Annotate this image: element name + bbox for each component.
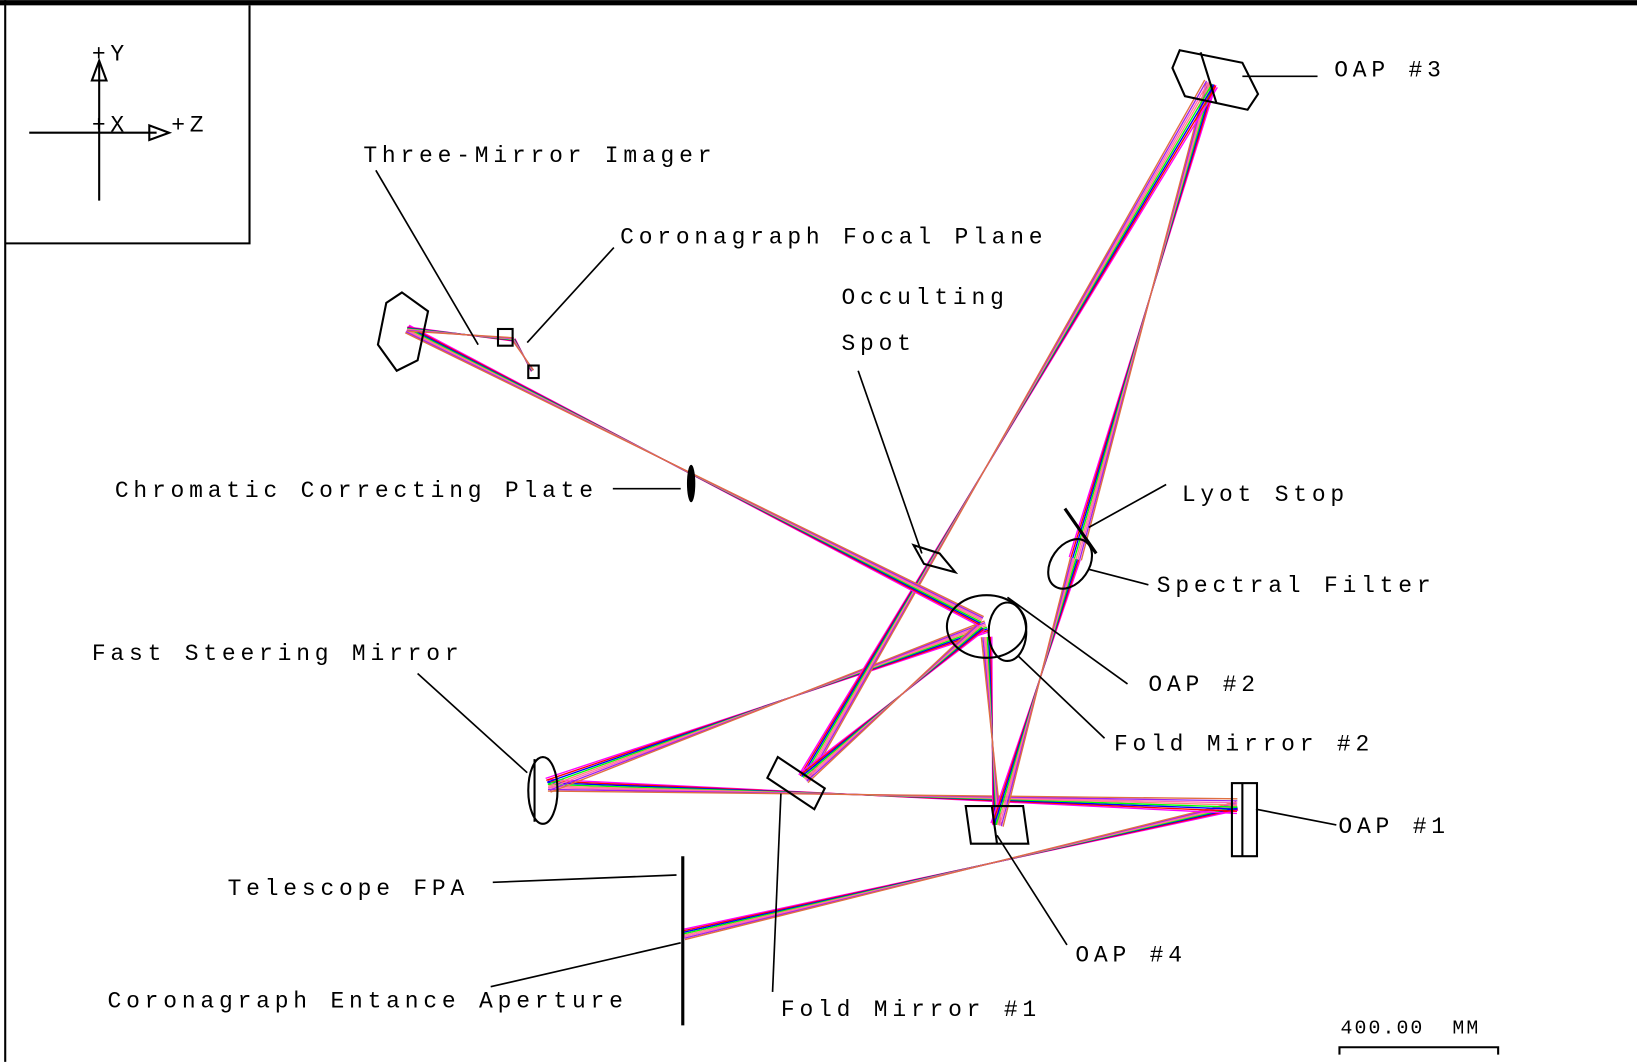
axis-label: +X xyxy=(92,113,129,139)
label: Occulting xyxy=(841,285,1008,311)
label: Fold Mirror #2 xyxy=(1114,732,1374,758)
label: OAP #1 xyxy=(1338,814,1449,840)
label: OAP #4 xyxy=(1075,943,1186,969)
label: Lyot Stop xyxy=(1182,482,1349,508)
label: Coronagraph Entance Aperture xyxy=(108,989,628,1015)
label: Three-Mirror Imager xyxy=(363,143,716,169)
chromatic-plate xyxy=(687,465,695,503)
label: Spot xyxy=(841,331,915,357)
label: OAP #2 xyxy=(1148,672,1259,698)
axis-label: +Z xyxy=(171,113,208,139)
label: Fold Mirror #1 xyxy=(781,997,1041,1023)
label: Spectral Filter xyxy=(1157,573,1436,599)
label: Chromatic Correcting Plate xyxy=(115,478,598,504)
top-border xyxy=(0,0,1637,5)
label: Fast Steering Mirror xyxy=(92,641,464,667)
label: OAP #3 xyxy=(1334,57,1445,83)
label: Coronagraph Focal Plane xyxy=(620,224,1047,250)
axis-label: +Y xyxy=(92,42,129,68)
optical-layout: +Y +X +Z xyxy=(0,0,1637,1062)
scale-bar-label: 400.00 MM xyxy=(1341,1017,1481,1040)
label: Telescope FPA xyxy=(228,876,470,902)
